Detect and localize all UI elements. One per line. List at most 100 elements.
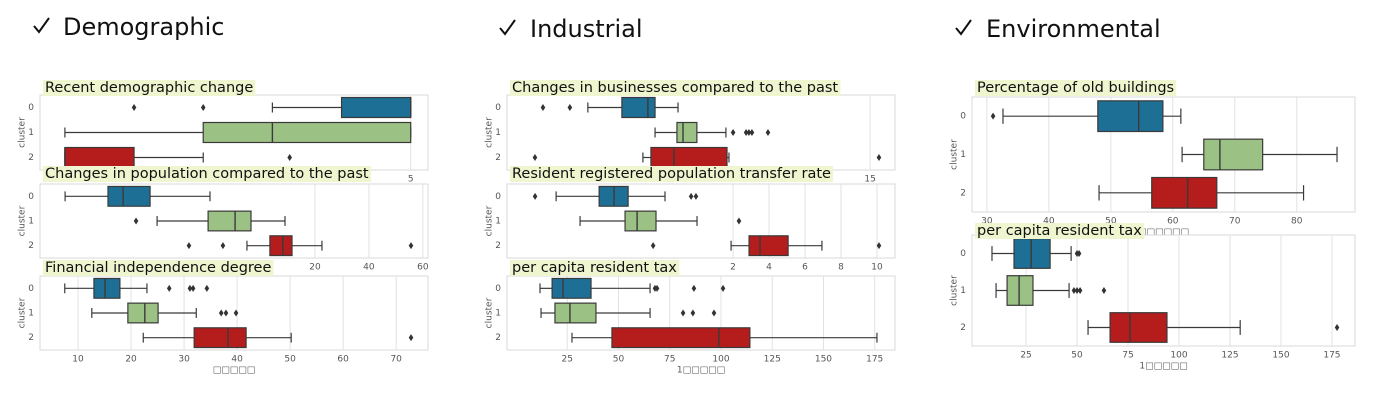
box: [127, 302, 159, 324]
y-tick-label: 1: [28, 309, 34, 319]
box: [1109, 312, 1168, 343]
outlier: [408, 334, 414, 342]
y-tick-label: 2: [28, 153, 34, 163]
box: [676, 121, 698, 144]
y-tick-label: 1: [495, 217, 501, 227]
outlier: [540, 104, 546, 111]
box: [93, 277, 121, 299]
outlier: [720, 284, 726, 292]
panel-title: Financial independence degree: [45, 260, 271, 276]
y-axis-label: cluster: [950, 275, 960, 306]
x-axis-label: □□□□□□: [1138, 228, 1189, 238]
box: [554, 302, 597, 324]
x-tick-label: 40: [231, 355, 243, 365]
outlier: [876, 242, 882, 250]
panel-title: Recent demographic change: [45, 80, 253, 96]
outlier: [688, 192, 694, 200]
outlier: [220, 242, 226, 250]
x-tick-label: 30: [178, 355, 190, 365]
outlier: [166, 284, 172, 292]
outlier: [730, 129, 736, 136]
y-axis-label: cluster: [18, 297, 28, 328]
box: [650, 146, 728, 169]
panel-title: per capita resident tax: [977, 223, 1142, 239]
y-tick-label: 0: [495, 103, 501, 113]
box: [1151, 176, 1218, 209]
y-tick-label: 0: [960, 112, 966, 122]
x-tick-label: 80: [1291, 217, 1303, 227]
y-tick-label: 1: [28, 217, 34, 227]
x-tick-label: 150: [815, 355, 832, 365]
section-heading: Demographic: [63, 13, 224, 41]
outlier: [765, 129, 771, 136]
y-tick-label: 0: [28, 103, 34, 113]
box: [202, 121, 412, 144]
title-highlight: [43, 80, 256, 96]
box: [551, 277, 592, 299]
outlier: [1071, 287, 1077, 294]
panel-title: Percentage of old buildings: [977, 80, 1174, 96]
x-tick-label: 25: [1020, 351, 1031, 361]
box: [340, 96, 412, 119]
x-tick-label: 2: [730, 263, 736, 273]
outlier: [746, 129, 752, 136]
outlier: [690, 309, 696, 317]
outlier: [204, 284, 210, 292]
box: [611, 327, 751, 349]
x-tick-label: 175: [1323, 351, 1340, 361]
y-axis-label: cluster: [18, 205, 28, 236]
x-tick-label: 8: [838, 263, 844, 273]
panel-title: Changes in population compared to the pa…: [45, 166, 369, 182]
outlier: [532, 154, 538, 161]
title-highlight: [975, 80, 1177, 96]
box: [64, 146, 135, 169]
box: [1097, 100, 1164, 133]
y-tick-label: 2: [28, 333, 34, 343]
x-axis-label: 1□□□□□: [1139, 362, 1187, 372]
y-tick-label: 1: [495, 128, 501, 138]
outlier: [743, 129, 749, 136]
title-highlight: [43, 260, 274, 276]
y-tick-label: 2: [495, 241, 501, 251]
x-axis-label: □□□□□: [213, 366, 256, 376]
y-tick-label: 0: [960, 249, 966, 259]
outlier: [691, 284, 697, 292]
outlier: [408, 242, 414, 250]
box: [193, 327, 247, 349]
outlier: [287, 154, 292, 161]
y-tick-label: 2: [495, 153, 501, 163]
y-tick-label: 1: [960, 286, 966, 296]
outlier: [654, 284, 660, 292]
y-tick-label: 2: [495, 333, 501, 343]
box: [107, 185, 151, 207]
y-tick-label: 0: [28, 284, 34, 294]
x-axis-label: 1□□□□□: [677, 366, 725, 376]
x-tick-label: 50: [284, 355, 296, 365]
outlier: [1077, 287, 1083, 294]
outlier: [190, 284, 196, 292]
y-tick-label: 1: [495, 309, 501, 319]
y-axis-label: cluster: [485, 205, 495, 236]
y-tick-label: 0: [495, 284, 501, 294]
x-tick-label: 75: [1122, 351, 1133, 361]
outlier: [990, 112, 996, 120]
title-highlight: [510, 166, 834, 182]
x-tick-label: 70: [390, 355, 402, 365]
y-tick-label: 1: [960, 150, 966, 160]
y-tick-label: 2: [960, 323, 966, 333]
outlier: [567, 104, 573, 111]
panel-title: per capita resident tax: [512, 260, 677, 276]
y-axis-label: cluster: [485, 297, 495, 328]
x-tick-label: 40: [1043, 217, 1055, 227]
outlier: [693, 192, 699, 200]
outlier: [1101, 287, 1107, 294]
outlier: [650, 242, 656, 250]
outlier: [133, 217, 139, 225]
title-highlight: [43, 166, 371, 182]
outlier: [1334, 324, 1340, 331]
outlier: [187, 284, 193, 292]
y-axis-label: cluster: [950, 139, 960, 170]
title-highlight: [510, 80, 841, 96]
box: [269, 235, 293, 257]
